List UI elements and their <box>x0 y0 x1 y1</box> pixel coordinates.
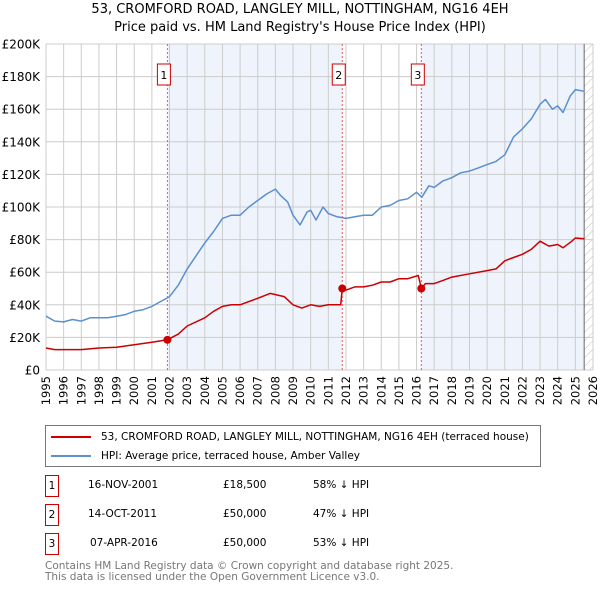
y-tick-label: £60K <box>9 266 41 280</box>
sale-hpi-diff: 58% ↓ HPI <box>313 479 370 491</box>
sale-price: £50,000 <box>223 508 267 520</box>
y-tick-label: £180K <box>2 70 42 84</box>
y-tick-label: £20K <box>9 331 41 345</box>
x-tick-label: 2003 <box>180 376 194 405</box>
x-tick-label: 2009 <box>286 376 300 405</box>
sale-number-badge: 3 <box>45 533 59 555</box>
x-tick-label: 2017 <box>427 376 441 405</box>
x-tick-label: 2005 <box>215 376 229 405</box>
y-tick-label: £140K <box>2 135 42 149</box>
x-tick-label: 2024 <box>551 376 565 405</box>
chart-title: 53, CROMFORD ROAD, LANGLEY MILL, NOTTING… <box>91 2 509 17</box>
x-tick-label: 2013 <box>357 376 371 405</box>
x-tick-label: 2007 <box>251 376 265 405</box>
x-tick-label: 2021 <box>498 376 512 405</box>
x-tick-label: 2008 <box>268 376 282 405</box>
x-tick-label: 2004 <box>198 376 212 405</box>
y-tick-label: £160K <box>2 103 42 117</box>
chart-legend: 53, CROMFORD ROAD, LANGLEY MILL, NOTTING… <box>45 425 541 467</box>
hpi-line <box>45 88 585 323</box>
sale-marker-box <box>331 63 346 86</box>
sale-date: 14-OCT-2011 <box>88 508 157 520</box>
sale-marker-label: 3 <box>410 63 425 86</box>
x-tick-label: 2016 <box>410 376 424 405</box>
x-tick-label: 2026 <box>586 376 600 405</box>
y-tick-label: £80K <box>9 233 41 247</box>
x-tick-label: 1995 <box>39 376 53 405</box>
footer: Contains HM Land Registry data © Crown c… <box>45 561 453 583</box>
footer-copyright: Contains HM Land Registry data © Crown c… <box>45 560 454 572</box>
legend-swatch-blue <box>51 455 91 457</box>
legend-label-hpi: HPI: Average price, terraced house, Ambe… <box>101 450 360 462</box>
x-tick-label: 1997 <box>74 376 88 405</box>
sale-marker-label: 2 <box>331 63 346 86</box>
x-tick-label: 2010 <box>304 376 318 405</box>
x-tick-label: 2015 <box>392 376 406 405</box>
y-tick-label: £120K <box>2 168 42 182</box>
x-tick-label: 2000 <box>127 376 141 405</box>
x-tick-label: 2020 <box>480 376 494 405</box>
x-tick-label: 1998 <box>92 376 106 405</box>
y-tick-label: £40K <box>9 298 41 312</box>
sale-date: 07-APR-2016 <box>90 537 158 549</box>
price-paid-line <box>45 237 585 351</box>
chart-subtitle: Price paid vs. HM Land Registry's House … <box>114 20 486 35</box>
legend-label-property: 53, CROMFORD ROAD, LANGLEY MILL, NOTTING… <box>101 431 529 443</box>
x-tick-label: 2022 <box>515 376 529 405</box>
sale-point <box>417 284 426 293</box>
sale-marker-number: 3 <box>414 69 421 82</box>
x-tick-label: 2019 <box>462 376 476 405</box>
sale-hpi-diff: 53% ↓ HPI <box>313 537 370 549</box>
legend-item-property: 53, CROMFORD ROAD, LANGLEY MILL, NOTTING… <box>51 431 529 443</box>
x-tick-label: 2014 <box>374 376 388 405</box>
x-tick-label: 2025 <box>568 376 582 405</box>
sale-number-badge: 2 <box>45 504 59 526</box>
x-tick-label: 2011 <box>321 376 335 405</box>
x-tick-label: 2012 <box>339 376 353 405</box>
price-chart: 1995 1996 1997 1998 1999 2000 2001 2002 2003 2004… <box>2 38 600 406</box>
x-tick-label: 2018 <box>445 376 459 405</box>
y-tick-label: £0 <box>25 364 40 378</box>
sale-price: £18,500 <box>223 479 267 491</box>
sale-point <box>338 284 347 293</box>
x-tick-label: 2002 <box>163 376 177 405</box>
legend-swatch-red <box>51 436 91 438</box>
sale-marker-box <box>410 63 425 86</box>
sale-number-badge: 1 <box>45 475 59 497</box>
sale-marker-number: 1 <box>160 69 167 82</box>
sale-marker-label: 1 <box>156 63 171 86</box>
sale-marker-box <box>156 63 171 86</box>
x-tick-label: 1999 <box>110 376 124 405</box>
y-tick-label: £200K <box>2 38 42 52</box>
x-tick-label: 2001 <box>145 376 159 405</box>
footer-licence: This data is licensed under the Open Gov… <box>45 571 380 583</box>
x-tick-label: 1996 <box>57 376 71 405</box>
sale-price: £50,000 <box>223 537 267 549</box>
y-tick-label: £100K <box>2 201 42 215</box>
sale-point <box>163 335 172 344</box>
x-tick-label: 2006 <box>233 376 247 405</box>
legend-item-hpi: HPI: Average price, terraced house, Ambe… <box>51 450 360 462</box>
sale-date: 16-NOV-2001 <box>88 479 159 491</box>
sale-marker-number: 2 <box>335 69 342 82</box>
x-tick-label: 2023 <box>533 376 547 405</box>
sale-hpi-diff: 47% ↓ HPI <box>313 508 370 520</box>
